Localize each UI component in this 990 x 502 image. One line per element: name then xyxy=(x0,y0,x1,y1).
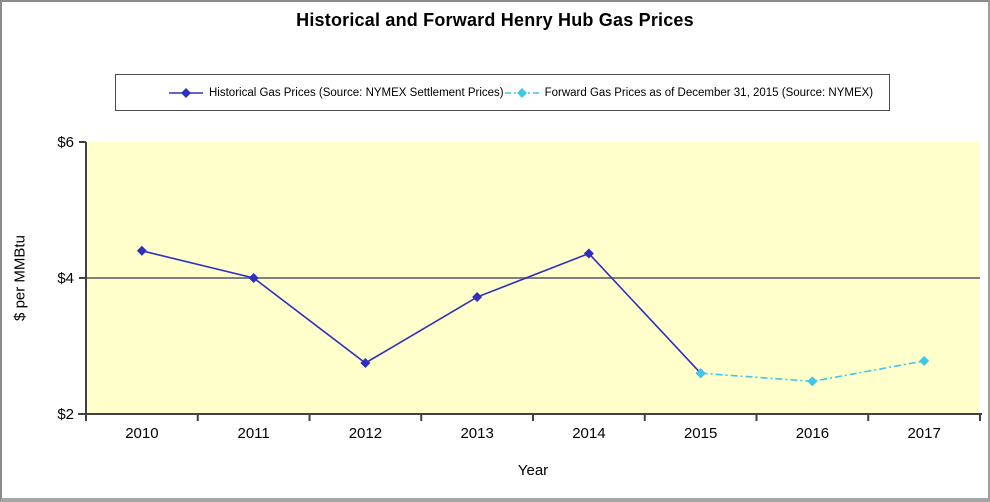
data-point-marker xyxy=(695,368,706,379)
y-tick-label: $4 xyxy=(57,270,74,287)
x-axis-title: Year xyxy=(517,462,549,479)
x-tick-label: 2012 xyxy=(349,425,382,442)
chart-title: Historical and Forward Henry Hub Gas Pri… xyxy=(296,10,694,30)
legend: Historical Gas Prices (Source: NYMEX Set… xyxy=(115,74,890,111)
x-tick-label: 2010 xyxy=(125,425,158,442)
x-tick-label: 2017 xyxy=(907,425,940,442)
x-tick-label: 2015 xyxy=(684,425,717,442)
data-point-marker xyxy=(807,376,818,387)
data-point-marker xyxy=(919,355,930,366)
data-point-marker xyxy=(136,245,147,256)
series-line-0 xyxy=(141,250,702,374)
forward-series-marker-icon xyxy=(504,87,539,98)
y-tick-label: $6 xyxy=(57,134,74,151)
historical-series-marker-icon xyxy=(169,87,203,98)
data-point-marker xyxy=(472,292,483,303)
x-tick-label: 2016 xyxy=(796,425,829,442)
x-tick-label: 2014 xyxy=(572,425,605,442)
legend-label-forward: Forward Gas Prices as of December 31, 20… xyxy=(544,86,874,99)
x-tick-label: 2013 xyxy=(460,425,493,442)
legend-label-historical: Historical Gas Prices (Source: NYMEX Set… xyxy=(209,86,504,99)
legend-entry-forward: Forward Gas Prices as of December 31, 20… xyxy=(504,86,874,99)
data-point-marker xyxy=(583,248,594,259)
x-tick-label: 2011 xyxy=(237,425,269,442)
data-point-marker xyxy=(360,358,371,368)
legend-entry-historical: Historical Gas Prices (Source: NYMEX Set… xyxy=(168,87,504,99)
data-point-marker xyxy=(248,273,259,283)
y-tick-label: $2 xyxy=(57,406,74,423)
